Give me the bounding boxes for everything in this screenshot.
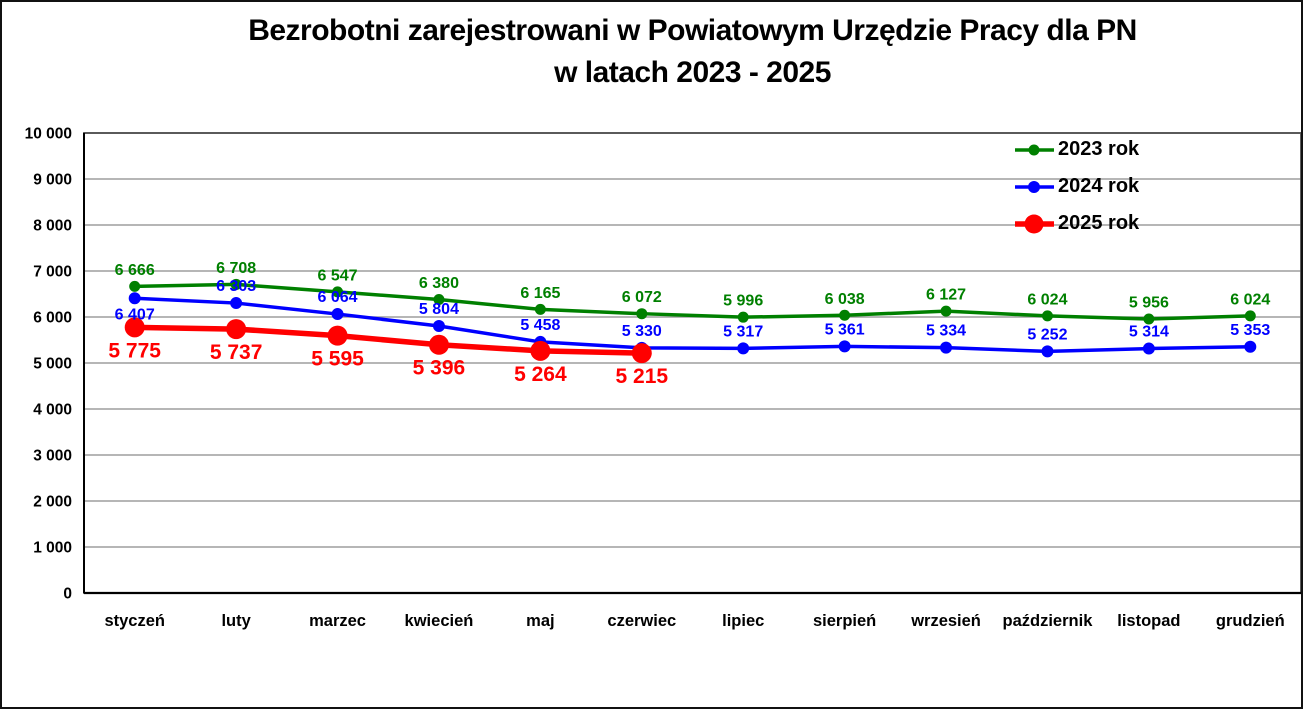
data-point-marker [534, 303, 546, 315]
data-point-marker [327, 325, 348, 346]
data-point-marker [128, 292, 141, 305]
data-point-marker [433, 294, 445, 306]
data-point-label: 6 547 [318, 267, 358, 284]
x-tick-label: listopad [1117, 612, 1180, 630]
data-point-label: 5 775 [108, 339, 161, 362]
x-tick-label: grudzień [1216, 612, 1285, 630]
data-point-marker [124, 317, 145, 338]
data-point-label: 5 252 [1027, 326, 1067, 343]
data-point-marker [737, 342, 750, 355]
x-tick-label: czerwiec [607, 612, 676, 630]
series-line [131, 324, 645, 356]
y-tick-label: 9 000 [33, 172, 72, 189]
data-point-marker [1244, 340, 1257, 353]
y-tick-label: 2 000 [33, 494, 72, 511]
data-point-label: 5 595 [311, 348, 364, 371]
data-point-marker [530, 340, 551, 361]
legend-marker-2023-icon [1015, 144, 1054, 155]
x-tick-label: marzec [309, 612, 366, 630]
data-point-marker [432, 320, 445, 333]
data-point-label: 5 458 [520, 317, 560, 334]
data-point-label: 5 737 [210, 341, 263, 364]
y-tick-label: 6 000 [33, 310, 72, 327]
legend-marker-2024-icon [1015, 180, 1054, 193]
data-point-label: 5 330 [622, 323, 662, 340]
data-point-marker [331, 308, 344, 321]
data-point-label: 6 024 [1027, 291, 1067, 308]
data-point-label: 6 407 [115, 307, 155, 324]
data-point-label: 5 996 [723, 293, 763, 310]
chart-title-line1: Bezrobotni zarejestrowani w Powiatowym U… [248, 14, 1137, 47]
chart-title-line2: w latach 2023 - 2025 [554, 56, 831, 89]
data-point-label: 6 708 [216, 260, 256, 277]
data-point-label: 5 361 [825, 321, 865, 338]
data-point-label: 5 804 [419, 301, 459, 318]
data-point-label: 5 334 [926, 323, 966, 340]
x-tick-label: luty [221, 612, 251, 630]
y-tick-label: 4 000 [33, 402, 72, 419]
data-point-label: 6 666 [115, 262, 155, 279]
x-tick-label: sierpień [813, 612, 876, 630]
data-point-marker [636, 308, 648, 320]
data-point-label: 5 317 [723, 323, 763, 340]
data-point-marker [737, 311, 749, 323]
data-point-marker [1142, 342, 1155, 355]
x-tick-label: lipiec [722, 612, 764, 630]
data-point-marker [1041, 345, 1054, 358]
y-tick-label: 0 [63, 586, 72, 603]
data-point-marker [838, 340, 851, 353]
data-point-marker [230, 278, 242, 290]
data-point-label: 5 353 [1230, 322, 1270, 339]
legend-item-2024: 2024 rok [1014, 168, 1139, 205]
data-point-label: 5 264 [514, 363, 567, 386]
y-tick-label: 10 000 [25, 126, 72, 143]
data-point-marker [226, 319, 247, 340]
y-tick-label: 1 000 [33, 540, 72, 557]
data-point-marker [1041, 310, 1053, 322]
legend-item-2023: 2023 rok [1014, 131, 1139, 168]
x-tick-label: styczeń [104, 612, 165, 630]
x-tick-label: październik [1003, 612, 1094, 630]
data-point-label: 6 038 [825, 291, 865, 308]
data-point-label: 6 064 [318, 289, 358, 306]
data-point-marker [428, 334, 449, 355]
data-point-marker [129, 280, 141, 292]
y-tick-label: 8 000 [33, 218, 72, 235]
data-point-label: 6 127 [926, 287, 966, 304]
data-point-marker [1244, 310, 1256, 322]
y-tick-label: 3 000 [33, 448, 72, 465]
data-point-label: 6 380 [419, 275, 459, 292]
data-point-marker [839, 309, 851, 321]
legend: 2023 rok 2024 rok 2025 rok [1014, 131, 1139, 242]
data-point-label: 6 165 [520, 285, 560, 302]
y-tick-label: 7 000 [33, 264, 72, 281]
x-tick-label: kwiecień [405, 612, 474, 630]
legend-marker-2025-icon [1015, 214, 1054, 233]
data-point-label: 5 956 [1129, 295, 1169, 312]
data-point-marker [940, 341, 953, 354]
data-point-label: 5 396 [413, 357, 466, 380]
chart-title: Bezrobotni zarejestrowani w Powiatowym U… [84, 10, 1301, 94]
legend-label-2024: 2024 rok [1058, 175, 1140, 197]
data-point-marker [940, 305, 952, 317]
data-point-marker [631, 343, 652, 364]
data-point-marker [1143, 313, 1155, 325]
series-line [132, 296, 1253, 354]
data-point-label: 5 215 [616, 365, 669, 388]
data-point-label: 6 072 [622, 289, 662, 306]
data-point-label: 6 303 [216, 278, 256, 295]
data-point-label: 6 024 [1230, 291, 1270, 308]
legend-item-2025: 2025 rok [1014, 205, 1139, 242]
data-point-marker [230, 297, 243, 310]
x-tick-label: wrzesień [910, 612, 981, 630]
legend-label-2025: 2025 rok [1058, 212, 1140, 234]
data-point-label: 5 314 [1129, 324, 1169, 341]
y-tick-label: 5 000 [33, 356, 72, 373]
data-point-marker [332, 286, 344, 298]
series-line [132, 282, 1253, 321]
x-tick-label: maj [526, 612, 554, 630]
legend-label-2023: 2023 rok [1058, 138, 1140, 160]
